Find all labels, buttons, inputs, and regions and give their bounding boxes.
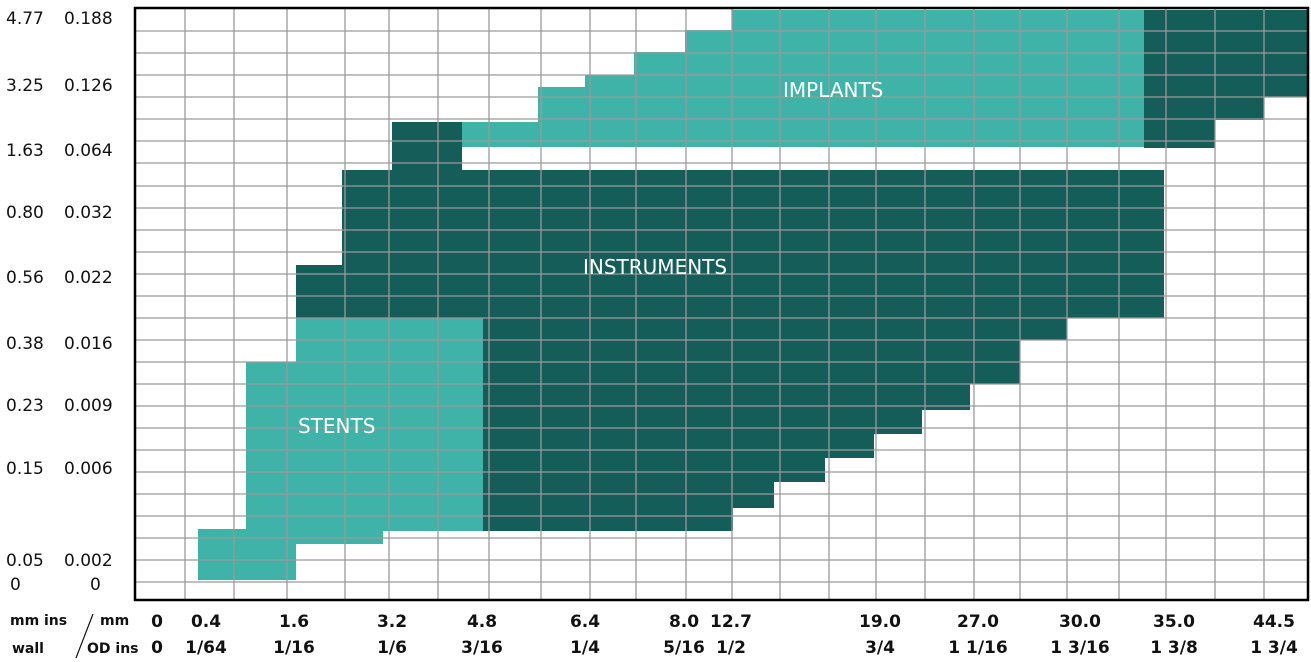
y-tick-label: 0.38 0.016 <box>6 336 113 353</box>
region-block-16 <box>732 10 1144 30</box>
x-tick-mm: 8.0 <box>668 612 700 632</box>
region-block-11 <box>483 482 774 508</box>
region-block-8 <box>483 410 922 434</box>
y-tick-label: 3.25 0.126 <box>6 78 113 95</box>
corner-mm2-label: mm <box>100 613 130 629</box>
x-tick-ins: 1/4 <box>570 638 600 658</box>
x-tick-mm: 0.4 <box>190 612 222 632</box>
y-tick-ins: 0.032 <box>64 203 113 223</box>
x-tick-mm: 4.8 <box>466 612 498 632</box>
x-tick-ins: 1/2 <box>716 638 746 658</box>
region-block-4 <box>1117 265 1164 268</box>
y-tick-mm: 0.05 <box>6 551 44 571</box>
region-label-implants: IMPLANTS <box>783 78 883 102</box>
corner-divider <box>75 613 94 659</box>
x-tick-mm: 1.6 <box>278 612 310 632</box>
region-block-5 <box>483 318 1067 340</box>
region-block-17 <box>685 30 1144 52</box>
x-tick-ins: 1 3/8 <box>1150 638 1198 658</box>
region-block-9 <box>483 434 874 458</box>
corner-ins-label: ins <box>44 613 68 629</box>
region-block-18 <box>634 52 1144 75</box>
x-tick-mm: 30.0 <box>1059 612 1101 632</box>
y-tick-label: 0.05 0.002 <box>6 553 113 570</box>
x-tick-ins: 1/64 <box>185 638 227 658</box>
region-block-1 <box>342 170 1164 265</box>
y-tick-mm: 0.23 <box>6 396 44 416</box>
x-tick-ins: 3/16 <box>461 638 503 658</box>
x-tick-mm: 3.2 <box>376 612 408 632</box>
x-tick-ins: 1 3/16 <box>1050 638 1110 658</box>
y-tick-label: 0.80 0.032 <box>6 205 113 222</box>
y-tick-ins: 0.188 <box>64 9 113 29</box>
y-tick-ins: 0.016 <box>64 334 113 354</box>
corner-od-label: OD ins <box>87 641 139 657</box>
region-block-21 <box>462 122 1144 147</box>
region-label-instruments: INSTRUMENTS <box>583 255 727 279</box>
y-tick-ins: 0 <box>90 575 101 595</box>
x-tick-ins: 5/16 <box>663 638 705 658</box>
x-tick-ins: 0 <box>151 638 163 658</box>
y-tick-label: 0.15 0.006 <box>6 461 113 478</box>
x-tick-mm: 27.0 <box>957 612 999 632</box>
y-tick-ins: 0.126 <box>64 76 113 96</box>
y-tick-label: 4.77 0.188 <box>6 11 113 28</box>
y-tick-mm: 3.25 <box>6 76 44 96</box>
x-tick-ins: 1/16 <box>273 638 315 658</box>
region-block-0 <box>392 122 462 170</box>
y-tick-mm: 0.80 <box>6 203 44 223</box>
y-tick-mm: 4.77 <box>6 9 44 29</box>
region-block-23 <box>246 362 296 544</box>
region-block-15 <box>1144 120 1215 148</box>
x-tick-mm: 6.4 <box>569 612 601 632</box>
x-tick-ins: 1 3/4 <box>1250 638 1298 658</box>
region-block-19 <box>585 75 1144 87</box>
y-tick-ins: 0.064 <box>64 141 113 161</box>
y-tick-ins: 0.002 <box>64 551 113 571</box>
x-tick-mm: 44.5 <box>1253 612 1295 632</box>
region-block-25 <box>198 529 296 580</box>
x-tick-mm: 12.7 <box>710 612 752 632</box>
axis-corner: mm ins mm wall OD ins <box>0 612 140 662</box>
y-tick-mm: 0.38 <box>6 334 44 354</box>
region-label-stents: STENTS <box>298 414 375 438</box>
corner-mm-label: mm <box>10 613 40 629</box>
y-tick-label: 1.63 0.064 <box>6 143 113 160</box>
region-block-3 <box>296 265 1117 294</box>
y-tick-ins: 0.022 <box>64 268 113 288</box>
x-tick-ins: 1/6 <box>377 638 407 658</box>
x-tick-ins: 1 1/16 <box>948 638 1008 658</box>
y-tick-mm: 0 <box>10 575 21 595</box>
x-tick-mm: 19.0 <box>859 612 901 632</box>
region-block-10 <box>483 458 825 482</box>
y-tick-mm: 1.63 <box>6 141 44 161</box>
y-tick-mm: 0.15 <box>6 459 44 479</box>
y-tick-ins: 0.009 <box>64 396 113 416</box>
x-tick-mm: 35.0 <box>1153 612 1195 632</box>
corner-wall-label: wall <box>12 641 44 657</box>
region-block-12 <box>483 508 733 531</box>
x-tick-ins: 3/4 <box>865 638 895 658</box>
y-tick-mm: 0.56 <box>6 268 44 288</box>
region-block-14 <box>1144 97 1264 120</box>
y-tick-ins: 0.006 <box>64 459 113 479</box>
y-tick-label: 0.23 0.009 <box>6 398 113 415</box>
x-tick-mm: 0 <box>151 612 163 632</box>
region-block-20 <box>538 87 1144 122</box>
plot-frame <box>133 6 1310 602</box>
y-tick-label: 0.56 0.022 <box>6 270 113 287</box>
